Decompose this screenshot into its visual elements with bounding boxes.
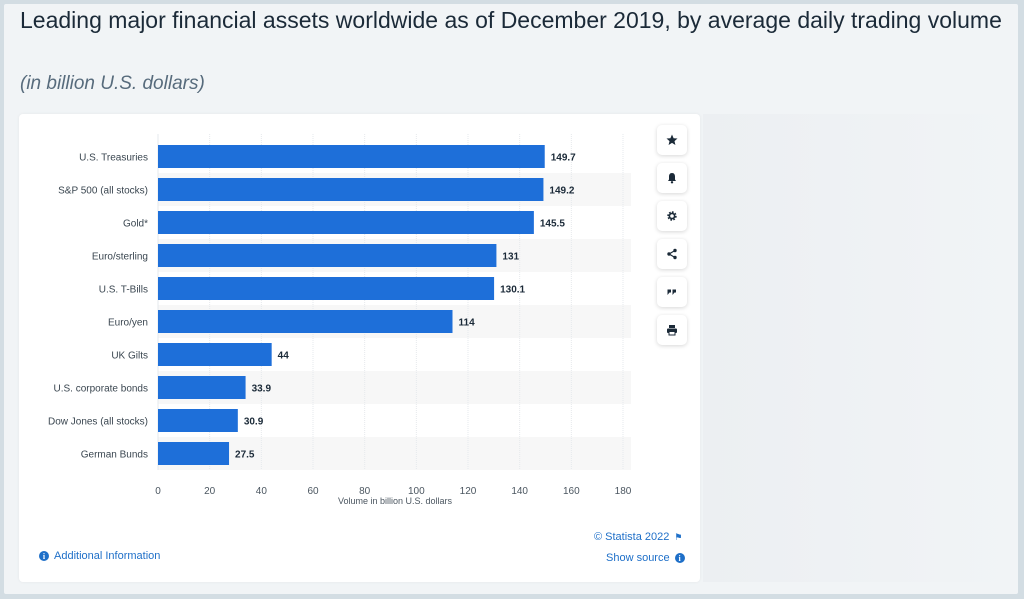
- bar-value-label: 30.9: [244, 417, 264, 428]
- show-source-label: Show source: [606, 552, 670, 564]
- page-title: Leading major financial assets worldwide…: [20, 7, 1002, 33]
- info-icon: i: [674, 553, 685, 563]
- bar-value-label: 33.9: [252, 384, 272, 395]
- bar[interactable]: [158, 244, 497, 267]
- category-label: Gold*: [123, 219, 148, 230]
- gear-icon: [667, 211, 677, 221]
- print-icon: [667, 325, 677, 336]
- bar[interactable]: [158, 145, 545, 168]
- x-tick-label: 140: [511, 486, 528, 497]
- bar[interactable]: [158, 343, 272, 366]
- quote-icon: [667, 289, 676, 295]
- bar-value-label: 114: [459, 318, 476, 329]
- category-labels: U.S. Treasuries S&P 500 (all stocks) Gold*…: [48, 153, 148, 461]
- x-tick-labels: 0 20 40 60 80 100 120 140 160 180: [155, 486, 632, 497]
- bell-button[interactable]: [657, 163, 687, 193]
- category-label: Dow Jones (all stocks): [48, 417, 148, 428]
- category-label: S&P 500 (all stocks): [58, 186, 148, 197]
- bar-value-label: 27.5: [235, 450, 255, 461]
- bar[interactable]: [158, 211, 534, 234]
- x-tick-label: 180: [615, 486, 632, 497]
- bar[interactable]: [158, 178, 544, 201]
- category-label: U.S. T-Bills: [99, 285, 148, 296]
- settings-button[interactable]: [657, 201, 687, 231]
- category-label: U.S. corporate bonds: [54, 384, 149, 395]
- copyright-statista[interactable]: © Statista 2022 ⚑: [594, 531, 682, 543]
- additional-information-link[interactable]: i Additional Information: [39, 550, 160, 562]
- print-button[interactable]: [657, 315, 687, 345]
- bar-value-label: 149.2: [549, 186, 574, 197]
- chart-card: 149.7 149.2 145.5 131 130.1 114 44 33.9 30.9 27.5…: [19, 114, 700, 582]
- category-label: Euro/yen: [108, 318, 148, 329]
- page-subtitle: (in billion U.S. dollars): [20, 73, 205, 94]
- flag-icon: ⚑: [674, 531, 683, 542]
- info-icon: i: [39, 551, 49, 561]
- x-tick-label: 100: [408, 486, 425, 497]
- cite-button[interactable]: [657, 277, 687, 307]
- bar[interactable]: [158, 376, 246, 399]
- category-label: U.S. Treasuries: [79, 153, 148, 164]
- x-tick-label: 80: [359, 486, 371, 497]
- bar-value-label: 44: [278, 351, 290, 362]
- x-tick-label: 0: [155, 486, 161, 497]
- x-tick-label: 120: [460, 486, 477, 497]
- row-band: [158, 437, 631, 470]
- star-icon: [666, 134, 678, 145]
- additional-information-label: Additional Information: [54, 550, 161, 562]
- chart-toolbar: [657, 125, 689, 353]
- x-axis-title: Volume in billion U.S. dollars: [338, 496, 453, 506]
- bar[interactable]: [158, 310, 453, 333]
- bar-chart: 149.7 149.2 145.5 131 130.1 114 44 33.9 30.9 27.5…: [48, 134, 632, 506]
- category-label: German Bunds: [81, 450, 148, 461]
- bar[interactable]: [158, 409, 238, 432]
- x-tick-label: 40: [256, 486, 268, 497]
- bar-value-label: 145.5: [540, 219, 565, 230]
- bar-value-label: 149.7: [551, 153, 576, 164]
- copyright-label: © Statista 2022: [594, 531, 670, 543]
- x-tick-label: 60: [307, 486, 319, 497]
- bar[interactable]: [158, 442, 230, 465]
- x-tick-label: 160: [563, 486, 580, 497]
- bar-value-label: 131: [502, 252, 519, 263]
- bars: [158, 145, 545, 465]
- bar[interactable]: [158, 277, 495, 300]
- value-labels: 149.7 149.2 145.5 131 130.1 114 44 33.9 30.9 27.5: [235, 153, 576, 461]
- category-label: Euro/sterling: [92, 252, 148, 263]
- side-panel-shade: [703, 114, 1015, 582]
- x-tick-label: 20: [204, 486, 216, 497]
- bell-icon: [668, 173, 676, 184]
- bar-value-label: 130.1: [500, 285, 525, 296]
- share-icon: [667, 248, 677, 260]
- star-button[interactable]: [657, 125, 687, 155]
- share-button[interactable]: [657, 239, 687, 269]
- category-label: UK Gilts: [111, 351, 148, 362]
- show-source-link[interactable]: Show source i: [606, 552, 685, 564]
